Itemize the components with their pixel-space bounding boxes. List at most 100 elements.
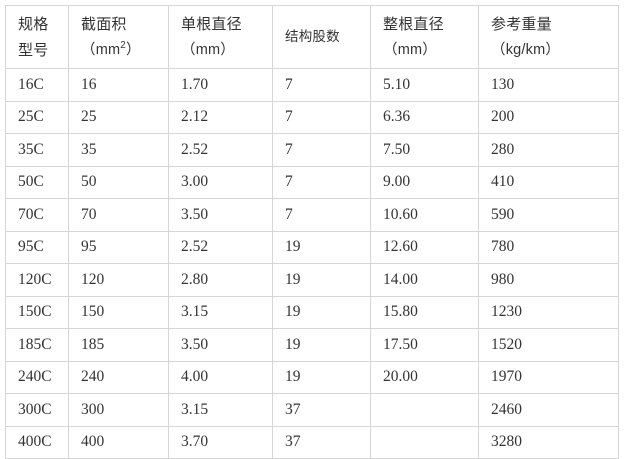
cell-single_diameter: 2.12	[168, 100, 273, 134]
cell-section_area: 240	[68, 360, 169, 394]
column-header-text: 规格	[18, 15, 49, 33]
cell-single_diameter: 2.52	[168, 133, 273, 167]
unit-superscript: 2	[120, 40, 126, 52]
table-row: 185C 185 3.50 19 17.50 1520	[5, 328, 619, 362]
cell-model: 300C	[5, 393, 69, 427]
column-header-reference_weight: 参考重量 （kg/km）	[478, 5, 619, 69]
cell-overall_diameter: 14.00	[370, 263, 479, 297]
cell-strand_count: 19	[272, 360, 371, 394]
cell-reference_weight: 1520	[478, 328, 619, 362]
cell-model: 35C	[5, 133, 69, 167]
cell-overall_diameter	[370, 425, 479, 459]
cell-section_area: 185	[68, 328, 169, 362]
cell-section_area: 16	[68, 68, 169, 102]
cell-overall_diameter: 20.00	[370, 360, 479, 394]
column-header-text: 整根直径	[383, 15, 444, 33]
cell-single_diameter: 3.70	[168, 425, 273, 459]
cell-single_diameter: 4.00	[168, 360, 273, 394]
cell-model: 120C	[5, 263, 69, 297]
cell-reference_weight: 200	[478, 100, 619, 134]
cell-strand_count: 7	[272, 198, 371, 232]
table-row: 50C 50 3.00 7 9.00 410	[5, 165, 619, 199]
column-header-strand_count: 结构股数	[272, 5, 371, 69]
cell-section_area: 25	[68, 100, 169, 134]
column-header-text: 单根直径	[181, 15, 242, 33]
cell-reference_weight: 2460	[478, 393, 619, 427]
cell-single_diameter: 3.50	[168, 328, 273, 362]
table-row: 35C 35 2.52 7 7.50 280	[5, 133, 619, 167]
column-header-model: 规格 型号	[5, 5, 69, 69]
cell-single_diameter: 3.15	[168, 393, 273, 427]
cell-reference_weight: 1230	[478, 295, 619, 329]
cell-single_diameter: 3.00	[168, 165, 273, 199]
cell-model: 185C	[5, 328, 69, 362]
cell-overall_diameter: 12.60	[370, 230, 479, 264]
cell-model: 400C	[5, 425, 69, 459]
table-row: 25C 25 2.12 7 6.36 200	[5, 100, 619, 134]
table-row: 240C 240 4.00 19 20.00 1970	[5, 360, 619, 394]
cell-section_area: 120	[68, 263, 169, 297]
cell-model: 50C	[5, 165, 69, 199]
table-row: 70C 70 3.50 7 10.60 590	[5, 198, 619, 232]
header-row: 规格 型号 截面积 （mm2） 单根直径 （mm） 结构股数 整根直径 （mm） 参考重量 （kg/…	[5, 5, 619, 69]
unit-prefix: （mm	[81, 42, 121, 58]
column-header-unit: （kg/km）	[491, 42, 561, 58]
column-header-unit: （mm）	[383, 42, 437, 58]
cell-single_diameter: 2.52	[168, 230, 273, 264]
cell-reference_weight: 3280	[478, 425, 619, 459]
cell-section_area: 95	[68, 230, 169, 264]
cell-reference_weight: 780	[478, 230, 619, 264]
cell-section_area: 150	[68, 295, 169, 329]
table-row: 95C 95 2.52 19 12.60 780	[5, 230, 619, 264]
cell-reference_weight: 280	[478, 133, 619, 167]
cell-model: 70C	[5, 198, 69, 232]
table-body: 16C 16 1.70 7 5.10 130 25C 25 2.12 7 6.36 200 35C 35 2…	[5, 68, 619, 459]
cell-section_area: 300	[68, 393, 169, 427]
column-header-unit: （mm2）	[81, 37, 168, 63]
cell-strand_count: 19	[272, 328, 371, 362]
table-row: 400C 400 3.70 37 3280	[5, 425, 619, 459]
cell-overall_diameter	[370, 393, 479, 427]
cell-section_area: 70	[68, 198, 169, 232]
spec-table-container: 规格 型号 截面积 （mm2） 单根直径 （mm） 结构股数 整根直径 （mm） 参考重量 （kg/…	[5, 5, 619, 459]
column-header-overall_diameter: 整根直径 （mm）	[370, 5, 479, 69]
cell-section_area: 35	[68, 133, 169, 167]
cell-model: 16C	[5, 68, 69, 102]
cell-section_area: 50	[68, 165, 169, 199]
table-row: 16C 16 1.70 7 5.10 130	[5, 68, 619, 102]
cell-overall_diameter: 10.60	[370, 198, 479, 232]
cell-overall_diameter: 6.36	[370, 100, 479, 134]
cell-overall_diameter: 15.80	[370, 295, 479, 329]
cell-single_diameter: 3.50	[168, 198, 273, 232]
table-row: 300C 300 3.15 37 2460	[5, 393, 619, 427]
cell-overall_diameter: 9.00	[370, 165, 479, 199]
cell-reference_weight: 980	[478, 263, 619, 297]
cell-model: 240C	[5, 360, 69, 394]
column-header-section_area: 截面积 （mm2）	[68, 5, 169, 69]
cell-reference_weight: 130	[478, 68, 619, 102]
cell-strand_count: 19	[272, 295, 371, 329]
cell-single_diameter: 3.15	[168, 295, 273, 329]
cell-reference_weight: 1970	[478, 360, 619, 394]
cell-overall_diameter: 7.50	[370, 133, 479, 167]
column-header-text: 参考重量	[491, 15, 552, 33]
unit-suffix: ）	[125, 42, 141, 58]
column-header-text: 结构股数	[285, 29, 340, 45]
cell-model: 95C	[5, 230, 69, 264]
cell-strand_count: 37	[272, 425, 371, 459]
table-header: 规格 型号 截面积 （mm2） 单根直径 （mm） 结构股数 整根直径 （mm） 参考重量 （kg/…	[5, 5, 619, 69]
cell-model: 150C	[5, 295, 69, 329]
cell-strand_count: 37	[272, 393, 371, 427]
cell-overall_diameter: 5.10	[370, 68, 479, 102]
column-header-unit: （mm）	[181, 42, 235, 58]
cell-strand_count: 7	[272, 133, 371, 167]
cell-strand_count: 7	[272, 165, 371, 199]
cable-specification-table: 规格 型号 截面积 （mm2） 单根直径 （mm） 结构股数 整根直径 （mm） 参考重量 （kg/…	[5, 5, 619, 459]
cell-strand_count: 19	[272, 263, 371, 297]
cell-reference_weight: 410	[478, 165, 619, 199]
cell-model: 25C	[5, 100, 69, 134]
table-row: 120C 120 2.80 19 14.00 980	[5, 263, 619, 297]
cell-strand_count: 7	[272, 100, 371, 134]
column-header-text: 截面积	[81, 15, 127, 33]
cell-strand_count: 7	[272, 68, 371, 102]
